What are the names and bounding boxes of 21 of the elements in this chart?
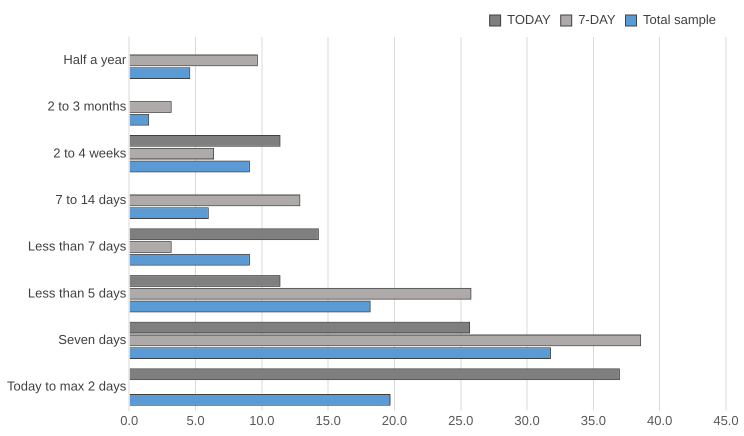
legend-label: TODAY xyxy=(507,12,552,28)
y-tick-label: Seven days xyxy=(58,332,127,347)
x-tick-label: 0.0 xyxy=(120,412,138,428)
x-tick-label: 45.0 xyxy=(713,412,739,428)
legend-label: Total sample xyxy=(643,12,716,28)
x-tick-label: 25.0 xyxy=(448,412,474,428)
x-tick-label: 40.0 xyxy=(647,412,672,428)
y-tick-label: Half a year xyxy=(63,52,127,67)
x-tick-label: 30.0 xyxy=(514,412,540,428)
y-tick-label: 7 to 14 days xyxy=(55,192,127,207)
x-tick-label: 20.0 xyxy=(382,412,408,428)
x-tick-label: 10.0 xyxy=(249,412,274,428)
y-tick-label: 2 to 4 weeks xyxy=(53,145,127,160)
y-tick-label: Today to max 2 days xyxy=(6,378,127,394)
x-tick-label: 15.0 xyxy=(315,412,341,428)
x-tick-label: 5.0 xyxy=(186,412,205,428)
y-tick-label: Less than 5 days xyxy=(28,285,127,300)
y-tick-label: 2 to 3 months xyxy=(47,98,127,114)
x-tick-label: 35.0 xyxy=(580,412,606,428)
legend-label: 7-DAY xyxy=(578,12,616,28)
y-tick-label: Less than 7 days xyxy=(28,238,127,254)
